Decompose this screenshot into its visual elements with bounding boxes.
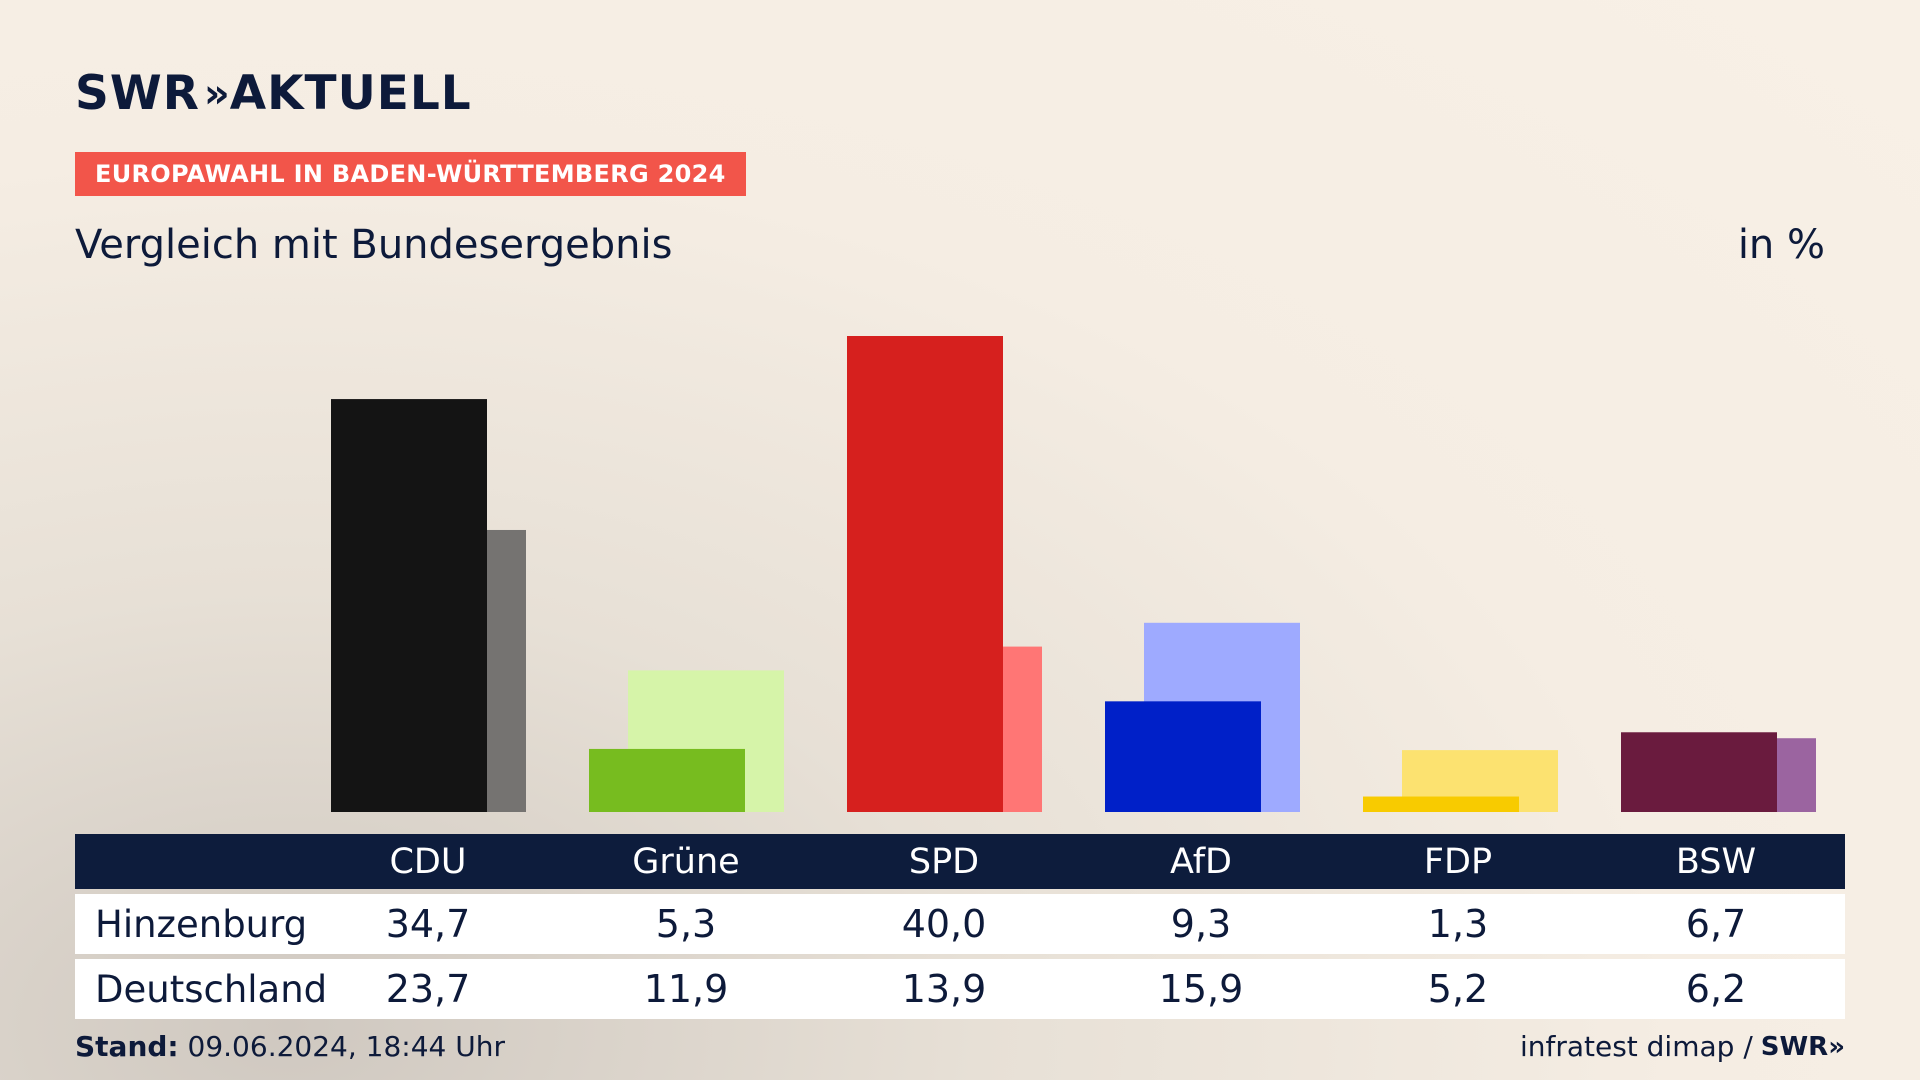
header-party-bsw: BSW [1675,841,1757,882]
header-party-gruene: Grüne [632,841,740,882]
timestamp: Stand: 09.06.2024, 18:44 Uhr [75,1030,505,1063]
table-header-row: CDU Grüne SPD AfD FDP BSW [75,834,1845,889]
table-cell: 13,9 [901,967,987,1011]
table-cell: 15,9 [1158,967,1244,1011]
header-party-spd: SPD [908,841,980,882]
header-party-fdp: FDP [1423,841,1493,882]
table-cell: 34,7 [385,902,471,946]
table-cell: 40,0 [901,902,987,946]
bar-chart [331,336,1816,812]
stand-value: 09.06.2024, 18:44 Uhr [187,1030,505,1063]
table-cell: 9,3 [1170,902,1232,946]
table-cell: 6,2 [1685,967,1747,1011]
table-cell: 11,9 [643,967,729,1011]
table-cell: 1,3 [1427,902,1489,946]
bar-hinzenburg-bsw [1621,732,1777,812]
source-credit: infratest dimap / SWR» [1520,1030,1845,1063]
swr-aktuell-logo: SWR » AKTUELL [75,66,472,121]
row-label: Deutschland [95,967,328,1011]
bar-hinzenburg-cdu [331,399,487,812]
stand-label: Stand: [75,1030,179,1063]
bar-hinzenburg-afd [1105,701,1261,812]
table-cell: 5,2 [1427,967,1489,1011]
table-cell: 5,3 [655,902,717,946]
logo-swr-text: SWR [75,66,200,121]
source-text: infratest dimap / [1519,1030,1753,1063]
logo-aktuell-text: AKTUELL [229,66,472,121]
bar-hinzenburg-fdp [1363,796,1519,812]
table-cell: 6,7 [1685,902,1747,946]
chart-subtitle: Vergleich mit Bundesergebnis [75,222,673,268]
header-party-cdu: CDU [389,841,467,882]
unit-label: in % [1737,222,1825,268]
table-cell: 23,7 [385,967,471,1011]
results-table: CDU Grüne SPD AfD FDP BSW Hinzenburg 34,… [75,834,1845,1019]
bar-hinzenburg-spd [847,336,1003,812]
table-row-hinzenburg: Hinzenburg 34,7 5,3 40,0 9,3 1,3 6,7 [75,894,1845,954]
row-label: Hinzenburg [95,902,308,946]
kicker-label: EUROPAWAHL IN BADEN-WÜRTTEMBERG 2024 [75,152,746,196]
table-row-deutschland: Deutschland 23,7 11,9 13,9 15,9 5,2 6,2 [75,959,1845,1019]
logo-chevron-icon: » [203,70,230,117]
swr-brand-mark: SWR» [1760,1031,1845,1062]
header-party-afd: AfD [1170,841,1232,882]
bar-hinzenburg-grüne [589,748,745,812]
